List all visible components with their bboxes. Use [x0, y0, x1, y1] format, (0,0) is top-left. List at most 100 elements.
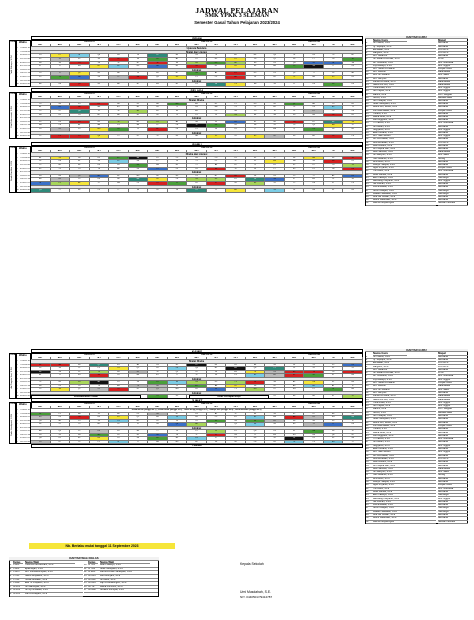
band-monday-0: Upacara Bendera	[31, 47, 363, 51]
teacher-mapel-p2: Matematika	[438, 385, 468, 389]
schedule-cell: X4	[343, 120, 363, 125]
schedule-cell: J4	[167, 160, 188, 164]
class-header-monday-1: AK2	[50, 43, 71, 48]
wali-col-kelas-right: Kelas	[88, 561, 98, 565]
teacher-name-p2: Sri Wahyuni, S.Pd	[373, 471, 436, 475]
teacher-no-p1: 7	[366, 62, 373, 65]
schedule-cell: M9	[226, 367, 246, 371]
class-header-monday-6: AK1	[148, 43, 168, 48]
schedule-cell: M2	[70, 189, 90, 193]
schedule-cell: Y6	[284, 124, 305, 128]
teacher-no-p1: 43	[366, 177, 373, 180]
schedule-cell: Z7	[89, 182, 110, 186]
class-header-thursday-3: TB 1	[89, 356, 110, 360]
schedule-cell: T4	[31, 381, 51, 385]
schedule-cell: F4	[70, 381, 90, 385]
schedule-cell: V2	[109, 423, 129, 427]
wali-col-kelas-left: Kelas	[13, 561, 23, 565]
wali-kelas: XI TB2	[88, 568, 100, 572]
schedule-cell: N5	[167, 363, 188, 367]
schedule-cell: B4	[304, 113, 324, 118]
class-header-friday-13: AK2	[284, 405, 305, 409]
teacher-mapel-p1: Akuntansi	[438, 183, 468, 187]
teacher-no-p2: 12	[366, 392, 373, 396]
schedule-cell: R8	[50, 83, 71, 87]
schedule-cell: U7	[265, 388, 285, 392]
schedule-cell: R3	[187, 106, 207, 110]
schedule-cell: S9	[245, 65, 266, 69]
wali-nama: Nanik Widyastuti, S.Pd	[25, 575, 83, 579]
schedule-cell: E2	[70, 437, 90, 441]
schedule-cell: O3	[167, 178, 188, 182]
wali-kelas: XII TB	[88, 586, 100, 590]
teacher-name-p1: Bambang Haryanto, S.Pd	[373, 180, 436, 184]
schedule-cell: J5	[89, 110, 110, 114]
schedule-cell: F6	[343, 76, 363, 80]
schedule-cell: T2	[50, 374, 71, 378]
signature-nip: NIY. 04405017/9412787	[240, 595, 273, 599]
schedule-cell: R3	[284, 167, 305, 172]
schedule-cell: U8	[148, 412, 168, 416]
schedule-cell: X4	[323, 156, 344, 161]
schedule-cell: S4	[50, 367, 71, 371]
schedule-cell: K3	[187, 437, 207, 441]
teacher-no-p1: 1	[366, 42, 373, 46]
teacher-mapel-p1: Penjas Orkes	[438, 110, 468, 113]
teacher-name-p1: Budi Santoso, S.Pd	[373, 151, 436, 155]
teacher-mapel-p1: Akuntansi	[438, 132, 468, 136]
time-slot-wednesday-7: 11.45-12.30	[19, 178, 31, 181]
time-slot-tuesday-1: 07.45-08.30	[19, 102, 31, 105]
schedule-cell: G5	[245, 72, 266, 76]
schedule-cell: B6	[343, 416, 363, 420]
teacher-mapel-p2: Akuntansi	[438, 435, 468, 439]
schedule-cell: K7	[323, 374, 344, 378]
class-header-monday-8: AK3	[187, 43, 207, 48]
class-header-friday-12: AK1	[265, 405, 285, 409]
teacher-no-p1: 47	[366, 190, 373, 193]
schedule-cell: Z6	[245, 189, 266, 193]
signature-name: Umi Musdahah, S.E.	[240, 590, 272, 594]
schedule-cell: D7	[109, 160, 129, 164]
class-header-friday-7: AK2	[167, 405, 188, 409]
schedule-cell: M5	[226, 189, 246, 193]
teacher-no-p2: 31	[366, 455, 373, 458]
class-header-monday-12: AK1	[265, 43, 285, 48]
schedule-cell: A2	[89, 381, 110, 385]
schedule-cell: A2	[109, 167, 129, 172]
schedule-cell: B4	[31, 113, 51, 118]
time-no-tuesday-7: 7	[16, 124, 18, 127]
teacher-mapel-p1: PPKn	[438, 58, 468, 62]
schedule-cell: E7	[109, 156, 129, 161]
schedule-cell: R8	[245, 61, 266, 66]
schedule-cell: K3	[128, 164, 149, 168]
schedule-cell: P1	[206, 433, 227, 437]
schedule-cell: V4	[128, 58, 149, 62]
teacher-name-p2: Drs. Sudarmo	[373, 369, 436, 373]
schedule-cell: O6	[343, 110, 363, 114]
schedule-cell: K3	[245, 182, 266, 186]
class-header-thursday-14: AK3	[304, 356, 324, 360]
schedule-cell: H5	[323, 160, 344, 164]
teacher-no-p1: 9	[366, 68, 373, 72]
schedule-cell: V5	[304, 367, 324, 371]
teacher-name-p2: Retno Fitri, Rusdi, S.Pd	[373, 422, 436, 425]
teacher-no-p1: 24	[366, 116, 373, 120]
schedule-cell: B2	[70, 164, 90, 168]
schedule-cell: M7	[187, 384, 207, 388]
schedule-cell: K4	[89, 430, 110, 434]
schedule-cell: C1	[206, 160, 227, 164]
band-thursday-5: Istirahat	[31, 377, 363, 381]
schedule-cell: H8	[245, 83, 266, 87]
class-header-tuesday-16: BDP	[343, 95, 363, 100]
schedule-cell: X7	[323, 182, 344, 186]
schedule-cell: E1	[343, 113, 363, 118]
class-header-tuesday-8: AK3	[187, 95, 207, 100]
teacher-name-p2: Ana Nur Lestari, S.Pd	[373, 514, 436, 518]
teacher-no-p1: 37	[366, 158, 373, 161]
class-header-friday-0: AK1	[31, 405, 51, 409]
kelas-x-wednesday: KELAS X	[84, 146, 95, 149]
schedule-cell: R1	[50, 113, 71, 118]
wali-kelas: X AK3	[13, 571, 25, 575]
time-slot-tuesday-8: 12.30-13.15	[19, 128, 31, 130]
time-no-tuesday-5: 5	[16, 117, 18, 120]
